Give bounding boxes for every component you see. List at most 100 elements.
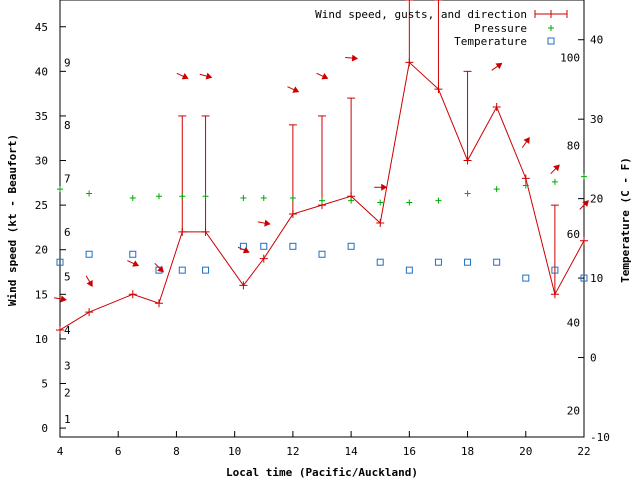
temperature-point (347, 242, 355, 250)
wind-speed-point (259, 254, 268, 263)
fahrenheit-label: 100 (560, 51, 580, 64)
pressure-point (155, 193, 162, 200)
temperature-point (178, 266, 186, 274)
pressure-series (57, 173, 587, 206)
wind-direction-arrow (199, 72, 213, 80)
temperature-point (522, 274, 530, 282)
wind-speed-point (405, 58, 414, 67)
fahrenheit-label: 80 (567, 140, 580, 153)
temperature-point (580, 274, 588, 282)
pressure-point (57, 186, 63, 193)
legend: Wind speed, gusts, and directionPressure… (315, 8, 568, 48)
wind-direction-arrow (154, 262, 164, 273)
wind-speed-point (239, 281, 248, 290)
beaufort-label: 6 (64, 226, 71, 239)
temperature-point (85, 250, 93, 258)
wind-direction-arrow (521, 136, 530, 148)
pressure-point (260, 194, 267, 201)
left-tick-label: 40 (35, 65, 48, 78)
wind-direction-arrow (127, 260, 140, 267)
x-tick-label: 10 (228, 445, 241, 458)
legend-swatch-pressure (548, 25, 554, 31)
x-tick-label: 18 (461, 445, 474, 458)
wind-direction-arrow (287, 86, 300, 93)
right-tick-label: 20 (590, 193, 603, 206)
wind-direction-arrow (257, 219, 271, 227)
x-axis-label: Local time (Pacific/Auckland) (226, 466, 418, 479)
x-tick-label: 22 (577, 445, 590, 458)
fahrenheit-label: 60 (567, 228, 580, 241)
wind-speed-point (288, 210, 297, 219)
legend-label: Pressure (474, 22, 527, 35)
x-tick-label: 20 (519, 445, 532, 458)
beaufort-labels: 1 2 3 4 5 6 7 8 9 (64, 56, 71, 426)
pressure-point (86, 190, 93, 197)
wind-speed-point (434, 85, 443, 94)
wind-speed-point (201, 227, 210, 236)
pressure-point (348, 197, 355, 204)
wind-direction-arrow (374, 183, 388, 191)
legend-swatch-temperature (547, 37, 555, 45)
right-tick-label: 0 (590, 352, 597, 365)
pressure-point (522, 182, 529, 189)
left-axis-ticks: 0 5 10 15 20 25 30 35 40 45 (35, 21, 66, 435)
beaufort-label: 9 (64, 56, 71, 69)
right-tick-label: 10 (590, 272, 603, 285)
right-axis-label: Temperature (C - F) (619, 157, 632, 283)
wind-series (56, 0, 588, 334)
wind-direction-arrows (54, 54, 589, 303)
x-axis-ticks: 4 6 8 10 12 14 16 18 20 22 (57, 431, 591, 458)
wind-direction-arrow (54, 295, 67, 303)
left-tick-label: 5 (41, 377, 48, 390)
left-tick-label: 35 (35, 110, 48, 123)
x-tick-label: 14 (344, 445, 358, 458)
left-tick-label: 45 (35, 21, 48, 34)
pressure-point (179, 193, 186, 200)
beaufort-label: 5 (64, 270, 71, 283)
legend-label: Wind speed, gusts, and direction (315, 8, 527, 21)
x-tick-label: 6 (115, 445, 122, 458)
pressure-point (581, 173, 587, 180)
pressure-point (464, 190, 471, 197)
legend-label: Temperature (454, 35, 527, 48)
temperature-point (493, 258, 501, 266)
temperature-point (202, 266, 210, 274)
beaufort-label: 8 (64, 119, 71, 132)
x-tick-label: 4 (57, 445, 64, 458)
x-tick-label: 12 (286, 445, 299, 458)
temperature-point (464, 258, 472, 266)
pressure-point (406, 199, 413, 206)
wind-speed-point (154, 299, 163, 308)
fahrenheit-label: 20 (567, 405, 580, 418)
wind-speed-point (492, 103, 501, 112)
wind-direction-arrow (316, 72, 329, 80)
beaufort-label: 1 (64, 413, 71, 426)
wind-direction-arrow (85, 275, 93, 287)
beaufort-label: 2 (64, 386, 71, 399)
beaufort-label: 4 (64, 324, 71, 337)
temperature-series (56, 242, 588, 282)
wind-speed-point (56, 325, 64, 334)
pressure-point (435, 197, 442, 204)
wind-speed-point (521, 174, 530, 183)
right-tick-label: 40 (590, 34, 603, 47)
pressure-point (129, 194, 136, 201)
plot-frame (59, 0, 585, 438)
temperature-point (56, 258, 64, 266)
temperature-point (405, 266, 413, 274)
temperature-point (260, 242, 268, 250)
wind-speed-point (128, 290, 137, 299)
right-tick-label: -10 (590, 431, 610, 444)
right-tick-label: 30 (590, 113, 603, 126)
left-axis-label: Wind speed (kt - Beaufort) (6, 134, 19, 306)
pressure-point (202, 193, 209, 200)
x-tick-label: 8 (173, 445, 180, 458)
temperature-point (551, 266, 559, 274)
beaufort-label: 7 (64, 172, 71, 185)
left-tick-label: 0 (41, 422, 48, 435)
right-axis-ticks: -10 0 10 20 30 40 (578, 34, 610, 444)
left-tick-label: 25 (35, 199, 48, 212)
fahrenheit-labels: 20 40 60 80 100 (560, 51, 580, 417)
fahrenheit-label: 40 (567, 316, 580, 329)
